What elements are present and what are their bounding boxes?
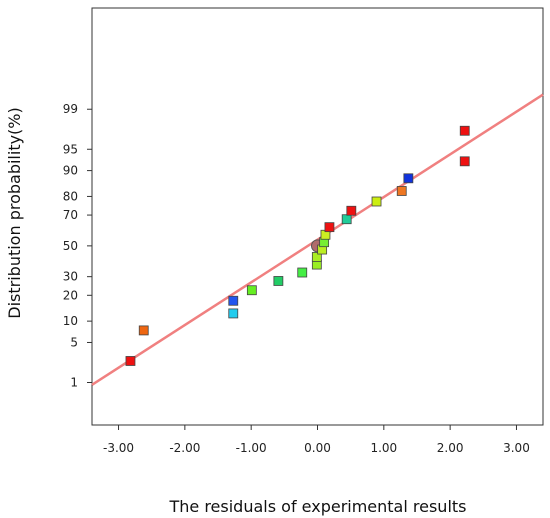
x-axis-title: The residuals of experimental results (168, 497, 466, 516)
y-tick-label: 10 (63, 314, 78, 328)
data-point (459, 125, 470, 136)
x-tick-label: 3.00 (503, 441, 530, 455)
data-point (246, 285, 257, 296)
x-tick-label: -3.00 (103, 441, 134, 455)
data-point (341, 214, 352, 225)
data-point (371, 196, 382, 207)
data-point (324, 222, 335, 233)
y-tick-label: 80 (63, 189, 78, 203)
y-tick-label: 90 (63, 164, 78, 178)
data-points (125, 125, 470, 366)
y-tick-label: 50 (63, 239, 78, 253)
data-point (346, 205, 357, 216)
data-point (297, 267, 308, 278)
y-tick-label: 99 (63, 102, 78, 116)
y-tick-label: 5 (70, 335, 78, 349)
data-point (311, 252, 322, 262)
x-tick-label: -2.00 (169, 441, 200, 455)
x-tick-label: 1.00 (370, 441, 397, 455)
data-point (138, 325, 149, 336)
x-tick-label: 2.00 (437, 441, 464, 455)
y-tick-label: 70 (63, 208, 78, 222)
y-axis-ticks: 1 5 10 20 30 50 70 80 90 95 99 (63, 102, 92, 389)
x-axis-ticks: -3.00 -2.00 -1.00 0.00 1.00 2.00 3.00 (103, 425, 530, 455)
data-point (125, 356, 136, 366)
y-tick-label: 1 (70, 375, 78, 389)
data-point (228, 295, 239, 306)
y-tick-label: 30 (63, 270, 78, 284)
data-point (228, 308, 239, 319)
y-tick-label: 95 (63, 142, 78, 156)
x-tick-label: 0.00 (304, 441, 331, 455)
data-point (403, 173, 414, 184)
y-tick-label: 20 (63, 288, 78, 302)
data-point (459, 156, 470, 167)
x-tick-label: -1.00 (236, 441, 267, 455)
plot-frame (91, 7, 544, 426)
y-axis-title: Distribution probability(%) (5, 107, 24, 318)
data-point (396, 186, 407, 196)
data-point (273, 276, 284, 286)
